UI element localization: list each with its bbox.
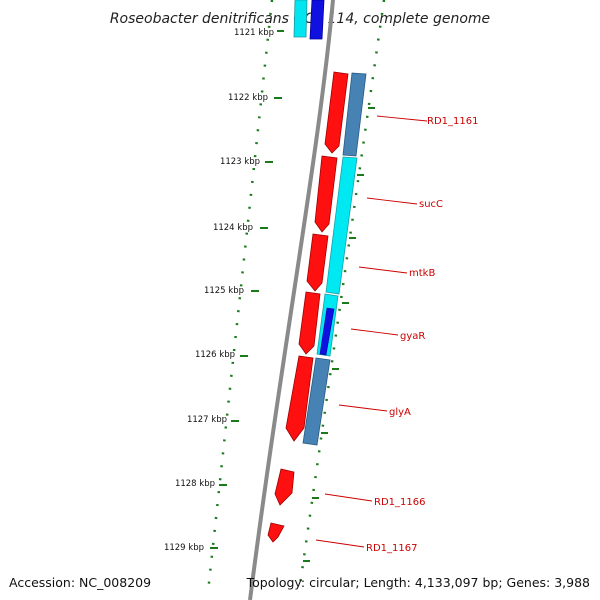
cds-blue-bar <box>309 0 325 40</box>
gene-label-group[interactable]: RD1_1167 <box>315 539 417 554</box>
gene-label[interactable]: RD1_1167 <box>366 543 417 554</box>
gene-arrow[interactable] <box>324 71 349 154</box>
genome-backbone <box>248 0 335 600</box>
gene-feature[interactable] <box>293 0 325 40</box>
scale-tick: 1128 kbp <box>175 479 227 489</box>
scale-tick: 1129 kbp <box>164 543 218 553</box>
scale-ticks: 1121 kbp 1122 kbp 1123 kbp 1124 kbp 1125… <box>164 28 284 553</box>
gene-label[interactable]: mtkB <box>409 268 435 279</box>
cds-cyan-bar <box>293 0 308 38</box>
scale-tick: 1124 kbp <box>213 223 268 233</box>
tick-label: 1126 kbp <box>195 350 235 360</box>
tick-mark <box>265 161 273 163</box>
gene-arrow[interactable] <box>298 291 321 355</box>
inner-tick-mark <box>368 107 375 109</box>
scale-tick: 1122 kbp <box>228 93 282 103</box>
gene-arrow[interactable] <box>267 522 285 543</box>
tick-mark <box>231 420 239 422</box>
gene-label-group[interactable]: gyaR <box>350 328 425 342</box>
cds-bar-glya[interactable] <box>302 357 331 446</box>
inner-rail-ticks <box>303 107 375 562</box>
leader-line <box>350 328 399 336</box>
gene-label-group[interactable]: RD1_1166 <box>324 493 425 508</box>
scale-tick: 1125 kbp <box>204 286 259 296</box>
gene-label[interactable]: RD1_1166 <box>374 497 425 508</box>
gene-label-group[interactable]: RD1_1161 <box>376 115 478 127</box>
inner-tick-mark <box>349 237 356 239</box>
tick-mark <box>251 290 259 292</box>
tick-label: 1129 kbp <box>164 543 204 553</box>
forward-strand-genes <box>267 71 349 543</box>
leader-line <box>338 404 388 412</box>
gene-label-group[interactable]: mtkB <box>358 266 435 279</box>
gene-arrow[interactable] <box>285 355 314 442</box>
tick-label: 1125 kbp <box>204 286 244 296</box>
tick-mark <box>240 355 248 357</box>
leader-line <box>366 197 418 205</box>
accession-text: Accession: NC_008209 <box>9 575 151 590</box>
scale-tick: 1121 kbp <box>234 28 284 38</box>
gene-labels: RD1_1161 sucC mtkB gyaR glyA RD1_1166 <box>315 115 478 554</box>
tick-label: 1127 kbp <box>187 415 227 425</box>
leader-line <box>315 539 365 548</box>
gene-arrow[interactable] <box>274 468 295 506</box>
gene-label-group[interactable]: glyA <box>338 404 411 418</box>
gene-arrow[interactable] <box>314 155 338 233</box>
leader-line <box>358 266 408 274</box>
inner-tick-mark <box>342 302 349 304</box>
scale-tick: 1123 kbp <box>220 157 273 167</box>
inner-tick-mark <box>357 174 364 176</box>
leader-line <box>376 115 428 122</box>
inner-tick-mark <box>303 560 310 562</box>
scale-tick: 1126 kbp <box>195 350 248 360</box>
gene-label[interactable]: RD1_1161 <box>427 116 478 127</box>
cds-bar-succ-mtkb[interactable] <box>325 156 358 295</box>
gene-label[interactable]: glyA <box>389 407 411 418</box>
tick-label: 1122 kbp <box>228 93 268 103</box>
gene-label[interactable]: gyaR <box>400 331 425 342</box>
inner-tick-mark <box>321 432 328 434</box>
tick-label: 1123 kbp <box>220 157 260 167</box>
tick-mark <box>277 30 284 32</box>
leader-line <box>324 493 373 502</box>
scale-tick: 1127 kbp <box>187 415 239 425</box>
inner-tick-mark <box>312 497 319 499</box>
gene-label-group[interactable]: sucC <box>366 197 443 210</box>
tick-mark <box>274 97 282 99</box>
tick-label: 1128 kbp <box>175 479 215 489</box>
tick-label: 1121 kbp <box>234 28 274 38</box>
tick-mark <box>219 484 227 486</box>
gene-arrow[interactable] <box>306 233 329 292</box>
cds-bars <box>302 72 367 446</box>
gene-label[interactable]: sucC <box>419 199 443 210</box>
tick-mark <box>260 227 268 229</box>
cds-bar-rd1-1161[interactable] <box>342 72 367 157</box>
cds-bar-gyar-inner <box>319 307 335 356</box>
tick-label: 1124 kbp <box>213 223 253 233</box>
inner-scale-rail <box>297 0 386 593</box>
topology-text: Topology: circular; Length: 4,133,097 bp… <box>246 575 590 590</box>
tick-mark <box>210 547 218 549</box>
inner-tick-mark <box>332 368 339 370</box>
